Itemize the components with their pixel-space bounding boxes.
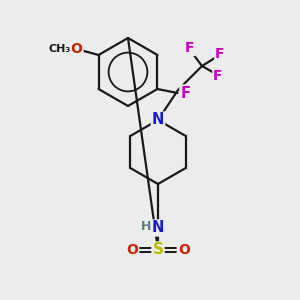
Text: H: H (141, 220, 151, 232)
Text: O: O (126, 243, 138, 257)
Text: O: O (70, 42, 83, 56)
Text: N: N (152, 220, 164, 236)
Text: O: O (178, 243, 190, 257)
Text: S: S (152, 242, 164, 257)
Text: F: F (215, 47, 225, 61)
Text: CH₃: CH₃ (48, 44, 71, 54)
Text: N: N (152, 112, 164, 128)
Text: F: F (180, 85, 190, 100)
Text: F: F (213, 69, 223, 83)
Text: F: F (185, 41, 195, 55)
